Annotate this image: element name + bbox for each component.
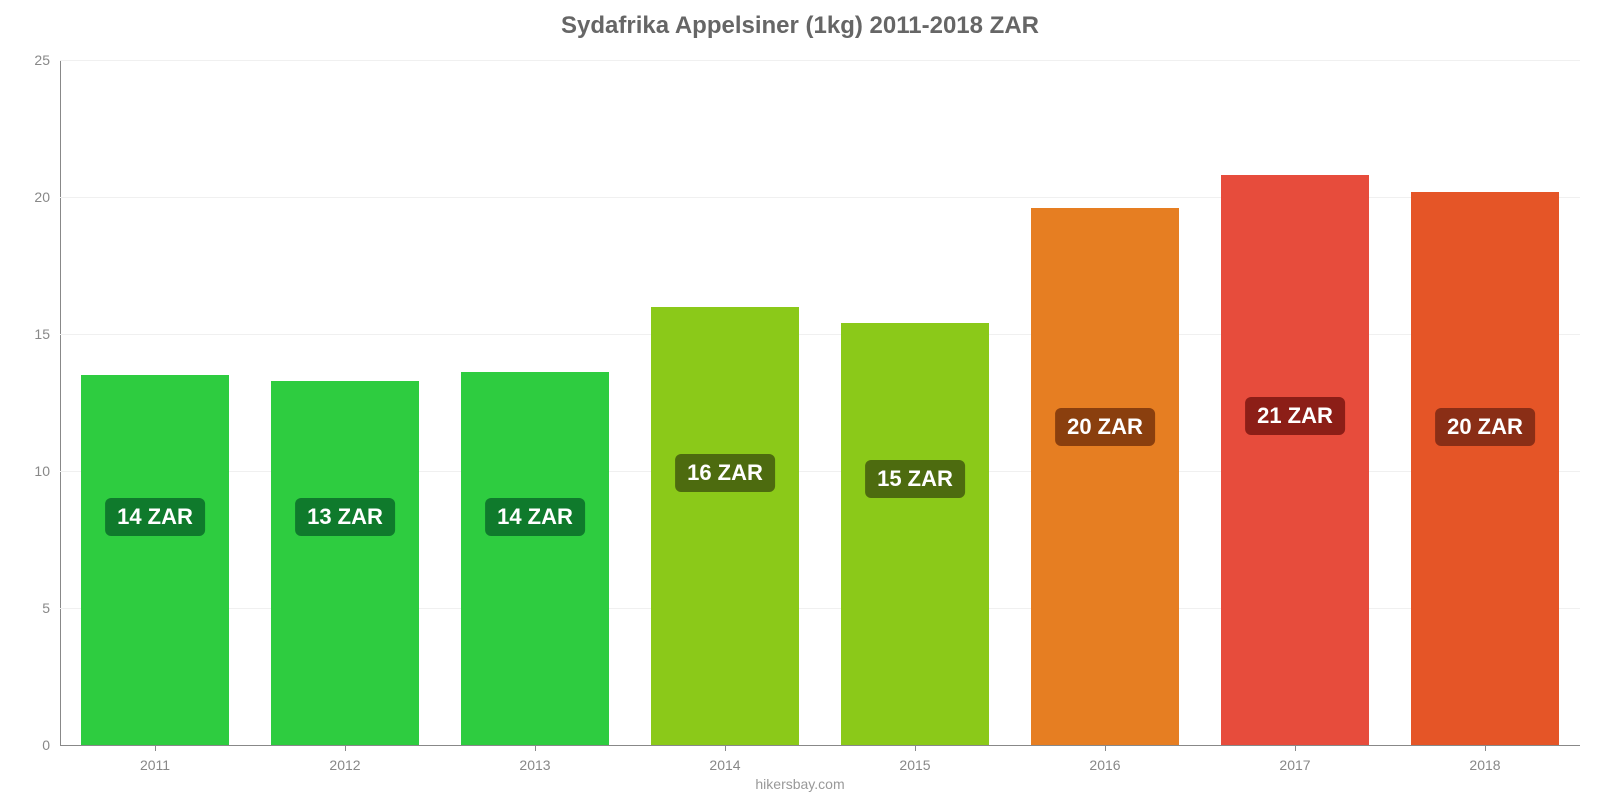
grid-line [60,745,1580,746]
y-tick-label: 10 [20,463,50,479]
y-tick-label: 5 [20,600,50,616]
x-tick-label: 2015 [899,757,930,773]
x-tick-label: 2018 [1469,757,1500,773]
bar-value-label: 20 ZAR [1435,408,1535,446]
x-tick-mark [155,745,156,751]
x-tick-mark [345,745,346,751]
bar [841,323,989,745]
x-tick-label: 2014 [709,757,740,773]
bar-value-label: 20 ZAR [1055,408,1155,446]
bar [461,372,609,745]
x-tick-label: 2017 [1279,757,1310,773]
bar [1411,192,1559,745]
x-tick-mark [725,745,726,751]
y-axis-line [60,60,61,745]
attribution-text: hikersbay.com [0,776,1600,792]
bar-value-label: 21 ZAR [1245,397,1345,435]
bar [1221,175,1369,745]
x-tick-mark [535,745,536,751]
bar [271,381,419,745]
bar-value-label: 13 ZAR [295,498,395,536]
y-tick-label: 15 [20,326,50,342]
grid-line [60,60,1580,61]
x-tick-label: 2012 [329,757,360,773]
x-tick-mark [1295,745,1296,751]
bar [81,375,229,745]
y-tick-label: 20 [20,189,50,205]
bar [1031,208,1179,745]
x-tick-label: 2011 [140,757,170,773]
y-tick-label: 0 [20,737,50,753]
y-tick-label: 25 [20,52,50,68]
x-tick-mark [915,745,916,751]
bar-value-label: 15 ZAR [865,460,965,498]
bar-value-label: 14 ZAR [105,498,205,536]
bar-value-label: 14 ZAR [485,498,585,536]
bar-value-label: 16 ZAR [675,454,775,492]
x-tick-mark [1105,745,1106,751]
x-tick-mark [1485,745,1486,751]
x-tick-label: 2016 [1089,757,1120,773]
plot-area: 051015202514 ZAR201113 ZAR201214 ZAR2013… [60,60,1580,745]
x-tick-label: 2013 [519,757,550,773]
bar [651,307,799,745]
chart-title: Sydafrika Appelsiner (1kg) 2011-2018 ZAR [0,12,1600,40]
